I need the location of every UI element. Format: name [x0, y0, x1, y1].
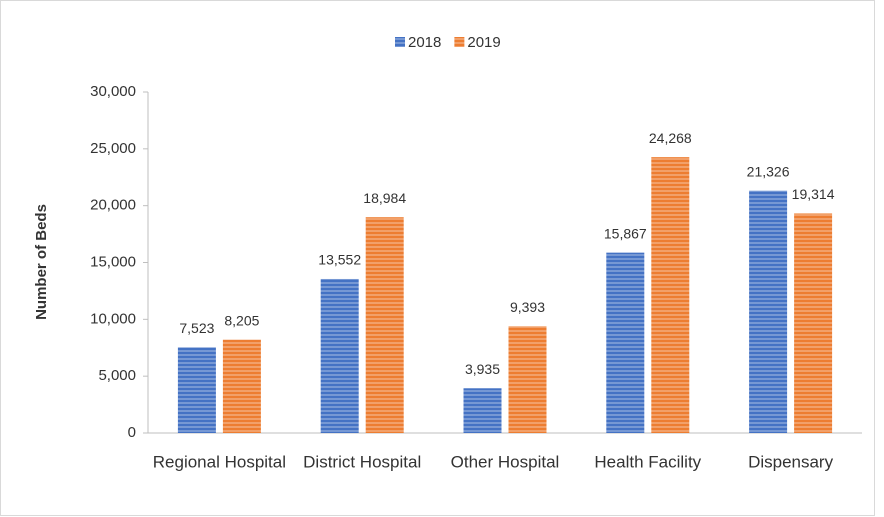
- x-tick-label: Regional Hospital: [153, 452, 286, 471]
- y-tick-label: 30,000: [90, 83, 136, 100]
- bar: [365, 217, 404, 433]
- y-tick-label: 15,000: [90, 253, 136, 270]
- legend-label: 2019: [467, 34, 500, 51]
- bar: [222, 339, 261, 433]
- x-tick-label: Health Facility: [594, 452, 701, 471]
- value-label: 18,984: [363, 190, 406, 206]
- bar: [320, 278, 359, 433]
- y-tick-label: 0: [128, 424, 136, 441]
- value-label: 21,326: [747, 163, 790, 179]
- y-tick-label: 25,000: [90, 140, 136, 157]
- x-tick-label: Other Hospital: [451, 452, 560, 471]
- legend-swatch: [395, 37, 405, 47]
- y-tick-label: 20,000: [90, 197, 136, 214]
- bar: [749, 190, 788, 433]
- x-tick-label: District Hospital: [303, 452, 421, 471]
- x-tick-label: Dispensary: [748, 452, 834, 471]
- value-label: 15,867: [604, 225, 647, 241]
- value-label: 7,523: [179, 320, 214, 336]
- value-label: 9,393: [510, 299, 545, 315]
- value-label: 3,935: [465, 361, 500, 377]
- y-tick-label: 5,000: [98, 367, 136, 384]
- value-label: 13,552: [318, 252, 361, 268]
- y-tick-label: 10,000: [90, 310, 136, 327]
- value-label: 8,205: [224, 312, 259, 328]
- value-label: 19,314: [792, 186, 835, 202]
- bar: [651, 157, 690, 433]
- legend-label: 2018: [408, 34, 441, 51]
- bar: [177, 347, 216, 433]
- y-axis-label: Number of Beds: [33, 204, 50, 320]
- bar: [508, 326, 547, 433]
- value-label: 24,268: [649, 130, 692, 146]
- bar: [606, 252, 645, 433]
- legend-swatch: [454, 37, 465, 47]
- bar: [794, 213, 833, 433]
- bar: [463, 388, 502, 433]
